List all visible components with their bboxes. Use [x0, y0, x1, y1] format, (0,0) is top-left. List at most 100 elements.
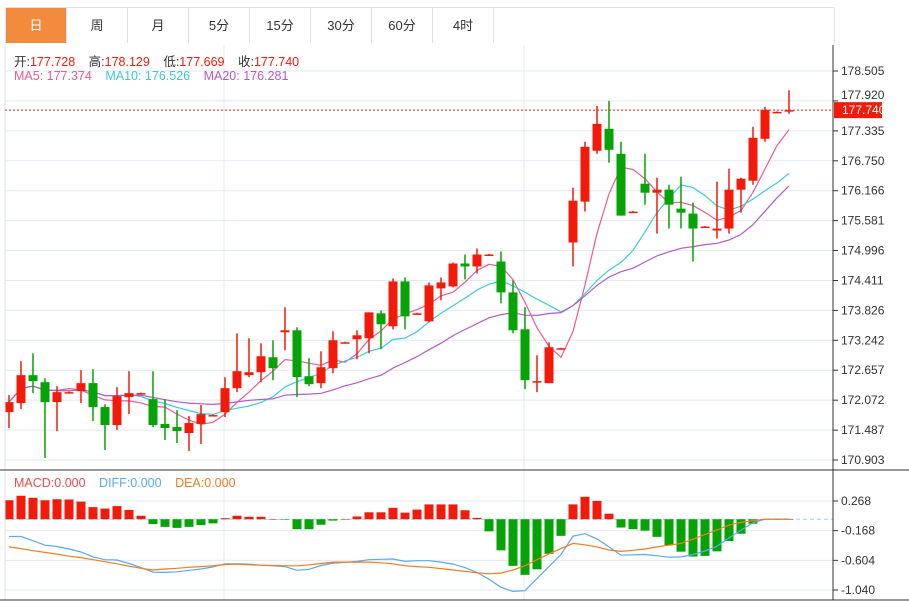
- candle: [760, 106, 770, 142]
- price-tick-label: 176.750: [841, 154, 885, 168]
- candle-body: [484, 254, 494, 256]
- price-tick-label: 177.920: [841, 88, 885, 102]
- price-tick-label: 170.903: [841, 453, 885, 467]
- candle-body: [196, 414, 206, 425]
- candle: [472, 248, 482, 274]
- open-label: 开:: [14, 55, 30, 69]
- candle-body: [544, 347, 554, 384]
- price-tick-label: 178.505: [841, 64, 885, 78]
- macd-bar: [628, 519, 638, 530]
- macd-bar: [448, 504, 458, 520]
- candle-body: [592, 123, 602, 151]
- candle: [532, 355, 542, 393]
- candle-body: [64, 392, 74, 394]
- candle: [88, 369, 98, 422]
- candle-body: [664, 189, 674, 205]
- price-tick-label: 174.996: [841, 244, 885, 258]
- candle-body: [76, 383, 86, 392]
- tab-15min[interactable]: 15分: [250, 8, 311, 43]
- candle: [772, 111, 782, 114]
- macd-bar: [220, 518, 230, 520]
- macd-bar: [28, 497, 38, 520]
- candle: [424, 282, 434, 323]
- ma10-value: MA10: 176.526: [105, 69, 191, 83]
- candle-body: [652, 189, 662, 193]
- candle-body: [760, 109, 770, 139]
- tab-30min[interactable]: 30分: [311, 8, 372, 43]
- candle-body: [304, 376, 314, 385]
- candle-body: [712, 228, 722, 231]
- macd-bar: [724, 519, 734, 542]
- candle-body: [52, 392, 62, 403]
- macd-bar: [484, 519, 494, 532]
- macd-bar: [652, 519, 662, 537]
- macd-bar: [268, 519, 278, 520]
- tab-month[interactable]: 月: [128, 8, 189, 43]
- candle-body: [364, 312, 374, 339]
- candle-body: [292, 330, 302, 378]
- candle-body: [784, 110, 794, 112]
- macd-bar: [376, 512, 386, 520]
- candle-body: [724, 189, 734, 229]
- candle-body: [280, 330, 290, 333]
- candle: [616, 141, 626, 216]
- macd-value: MACD:0.000: [14, 476, 86, 490]
- candle: [412, 312, 422, 315]
- candle: [448, 262, 458, 288]
- tab-day[interactable]: 日: [6, 8, 67, 43]
- macd-bar: [388, 507, 398, 520]
- candle: [352, 330, 362, 360]
- candle-body: [172, 427, 182, 432]
- candle: [484, 253, 494, 256]
- candle-body: [448, 263, 458, 287]
- candle: [688, 202, 698, 262]
- dea-line: [8, 518, 789, 575]
- candle-body: [88, 383, 98, 408]
- candle: [724, 168, 734, 234]
- macd-tick-label: -0.168: [841, 524, 875, 538]
- candle: [220, 377, 230, 418]
- macd-info: MACD:0.000 DIFF:0.000 DEA:0.000: [14, 476, 236, 490]
- tab-4hour[interactable]: 4时: [433, 8, 494, 43]
- candle: [340, 341, 350, 344]
- candle-body: [376, 313, 386, 325]
- candle-body: [28, 375, 38, 382]
- candle: [700, 226, 710, 229]
- candle-body: [532, 381, 542, 383]
- macd-bar: [556, 519, 566, 536]
- macd-bar: [532, 519, 542, 570]
- macd-bar: [460, 510, 470, 520]
- tab-week[interactable]: 周: [67, 8, 128, 43]
- current-price-label: 177.740: [842, 103, 886, 117]
- macd-bar: [424, 504, 434, 520]
- macd-tick-label: -0.604: [841, 553, 875, 567]
- ma20-line: [8, 185, 790, 406]
- macd-bar: [184, 519, 194, 527]
- ma10-line: [8, 172, 790, 416]
- macd-bar: [160, 519, 170, 527]
- candle: [76, 370, 86, 404]
- candle-body: [688, 213, 698, 229]
- candle-body: [436, 282, 446, 289]
- current-price-badge: [834, 102, 882, 119]
- candle: [496, 251, 506, 304]
- macd-bar: [400, 512, 410, 520]
- ma5-line: [8, 129, 790, 425]
- candle: [268, 340, 278, 381]
- tab-5min[interactable]: 5分: [189, 8, 250, 43]
- macd-bar: [316, 519, 326, 525]
- candle-body: [220, 388, 230, 413]
- macd-bar: [604, 513, 614, 520]
- candle: [40, 378, 50, 458]
- candle-body: [640, 183, 650, 193]
- candle-body: [388, 281, 398, 327]
- macd-bar: [280, 519, 290, 520]
- candle: [736, 177, 746, 213]
- tab-60min[interactable]: 60分: [372, 8, 433, 43]
- price-tick-label: 173.826: [841, 303, 885, 317]
- candle-body: [412, 313, 422, 315]
- candle: [652, 177, 662, 234]
- candle-body: [508, 292, 518, 331]
- candle: [28, 353, 38, 394]
